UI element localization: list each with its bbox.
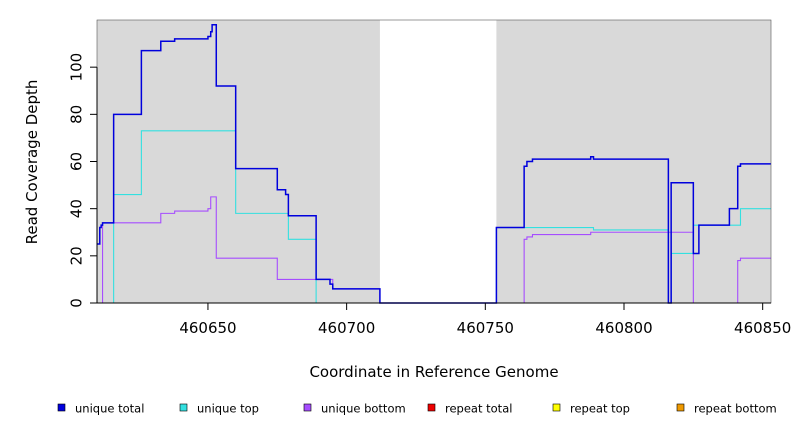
- plot-background: [97, 20, 771, 303]
- legend-item: unique bottom: [303, 402, 406, 416]
- x-tick-label: 460650: [179, 319, 236, 337]
- legend-label: repeat bottom: [694, 402, 777, 416]
- legend-label: repeat total: [445, 402, 512, 416]
- legend-label: unique bottom: [321, 402, 406, 416]
- x-tick-label: 460750: [457, 319, 514, 337]
- legend-swatch: [552, 403, 561, 412]
- legend-label: repeat top: [570, 402, 630, 416]
- y-tick-label: 20: [67, 246, 85, 265]
- x-tick-label: 460800: [595, 319, 652, 337]
- x-axis: 460650 460700 460750 460800 460850: [97, 302, 791, 337]
- legend-item: repeat top: [552, 402, 630, 416]
- legend: unique total unique top unique bottom repea…: [57, 402, 777, 416]
- y-axis: 0 20 40 60 80 100: [67, 53, 98, 308]
- legend-label: unique top: [197, 402, 259, 416]
- legend-item: repeat total: [427, 402, 512, 416]
- legend-item: repeat bottom: [676, 402, 777, 416]
- legend-item: unique total: [57, 402, 144, 416]
- y-tick-label: 100: [67, 53, 85, 82]
- y-tick-label: 0: [67, 298, 85, 308]
- x-tick-label: 460850: [734, 319, 791, 337]
- legend-item: unique top: [179, 402, 259, 416]
- legend-swatch: [303, 403, 312, 412]
- series-line-unique-total: [97, 23, 771, 304]
- x-tick-label: 460700: [318, 319, 375, 337]
- x-axis-title: Coordinate in Reference Genome: [309, 363, 558, 381]
- y-axis-title: Read Coverage Depth: [23, 80, 41, 245]
- y-tick-label: 40: [67, 199, 85, 218]
- gap-region: [379, 20, 497, 303]
- legend-swatch: [676, 403, 685, 412]
- legend-label: unique total: [75, 402, 144, 416]
- legend-swatch: [179, 403, 188, 412]
- y-tick-label: 60: [67, 152, 85, 171]
- y-tick-label: 80: [67, 105, 85, 124]
- legend-swatch: [57, 403, 66, 412]
- legend-swatch: [427, 403, 436, 412]
